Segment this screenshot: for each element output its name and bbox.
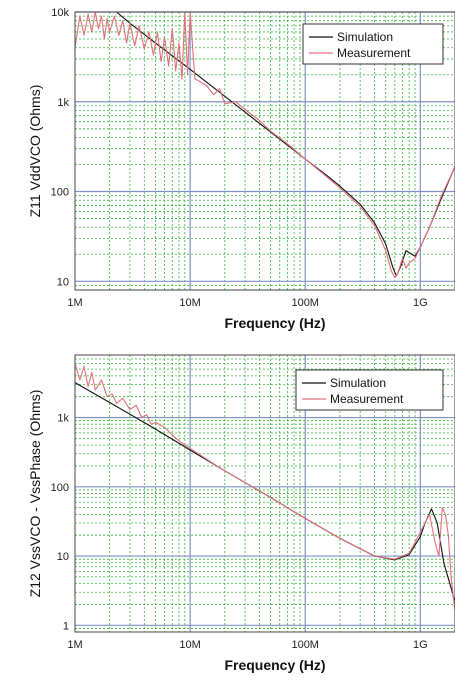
legend: Simulation Measurement <box>295 369 444 411</box>
x-tick-label: 1M <box>67 639 82 651</box>
series-line-measurement <box>74 363 455 612</box>
y-tick-label: 100 <box>51 482 69 494</box>
x-tick-label: 1G <box>413 639 428 651</box>
legend-label: Simulation <box>337 30 393 44</box>
y-tick-label: 1 <box>63 620 69 632</box>
x-tick-label: 100M <box>291 639 319 651</box>
legend-label: Simulation <box>330 376 386 390</box>
chart-1: 1M 10M 100M 1G 10 100 1k 10k Frequency (Hz) Z11 V… <box>27 7 455 331</box>
legend-box <box>295 369 444 411</box>
x-tick-label: 100M <box>291 297 319 309</box>
y-tick-label: 10k <box>51 7 69 19</box>
y-axis-label: Z11 VddVCO (Ohms) <box>27 85 43 218</box>
legend-label: Measurement <box>330 392 404 406</box>
x-tick-label: 10M <box>179 297 200 309</box>
series-line-measurement <box>74 11 455 279</box>
y-axis-label: Z12 VssVCO - VssPhase (Ohms) <box>27 390 43 598</box>
plot-frame <box>74 354 455 633</box>
legend-label: Measurement <box>337 46 411 60</box>
x-tick-label: 10M <box>179 639 200 651</box>
legend: Simulation Measurement <box>302 23 444 65</box>
legend-box <box>302 23 444 65</box>
y-tick-label: 1k <box>57 97 69 109</box>
chart-2: 1M 10M 100M 1G 1 10 100 1k Frequency (Hz) Z12 Vss… <box>27 354 455 673</box>
x-axis-label: Frequency (Hz) <box>224 315 325 331</box>
plot-frame <box>74 11 455 291</box>
x-tick-label: 1G <box>413 297 428 309</box>
y-tick-label: 10 <box>57 276 69 288</box>
x-axis-label: Frequency (Hz) <box>224 657 325 673</box>
y-tick-label: 10 <box>57 551 69 563</box>
x-tick-label: 1M <box>67 297 82 309</box>
y-tick-label: 100 <box>51 187 69 199</box>
y-tick-label: 1k <box>57 413 69 425</box>
